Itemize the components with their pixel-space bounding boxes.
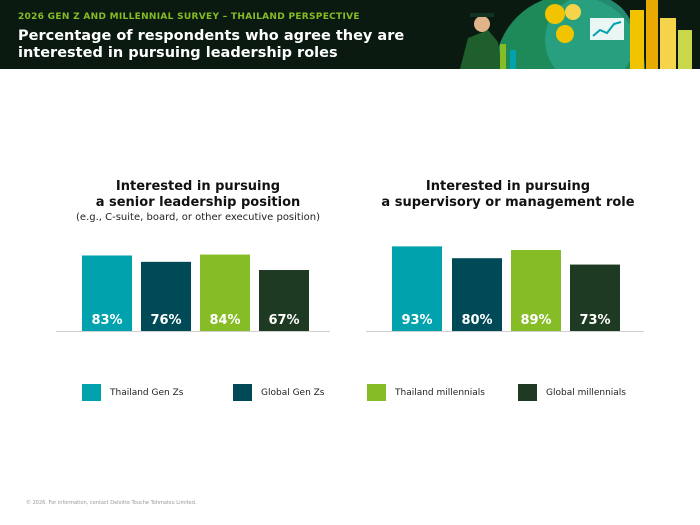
- chart-1-bar-2: [141, 261, 191, 331]
- chart-1-subtitle: (e.g., C-suite, board, or other executiv…: [76, 212, 320, 223]
- chart-1-value-label-1: 83%: [91, 313, 122, 328]
- chart-2-value-label-3: 89%: [520, 313, 551, 328]
- legend-label: Thailand Gen Zs: [110, 387, 184, 398]
- footer-copyright: © 2026. For information, contact Deloitt…: [26, 500, 197, 506]
- chart-2-title: Interested in pursuing a supervisory or …: [358, 179, 658, 211]
- chart-1-bar-3: [200, 254, 250, 331]
- legend-item-global-millennials: Global millennials: [518, 384, 626, 401]
- chart-2-bar-4: [570, 264, 620, 331]
- chart-2-title-line-2: a supervisory or management role: [381, 195, 635, 210]
- chart-2-value-label-2: 80%: [461, 313, 492, 328]
- chart-1-title-line-2: a senior leadership position: [95, 195, 301, 210]
- legend-item-thailand-gen-z: Thailand Gen Zs: [82, 384, 183, 401]
- chart-1-title: Interested in pursuing a senior leadersh…: [48, 179, 348, 211]
- legend-swatch: [518, 384, 537, 401]
- chart-1-value-label-3: 84%: [209, 313, 240, 328]
- page-title: Percentage of respondents who agree they…: [18, 28, 405, 61]
- chart-2-bar-1: [392, 246, 442, 331]
- legend-label: Global millennials: [546, 387, 626, 398]
- chart-1-bar-4: [259, 270, 309, 331]
- chart-2-bar-2: [452, 258, 502, 331]
- legend-swatch: [233, 384, 252, 401]
- legend-swatch: [82, 384, 101, 401]
- legend-item-global-gen-z: Global Gen Zs: [233, 384, 325, 401]
- chart-2-title-line-1: Interested in pursuing: [425, 179, 591, 194]
- chart-2-bar-3: [511, 250, 561, 331]
- chart-1-bar-1: [82, 255, 132, 331]
- header-banner: 2026 GEN Z AND MILLENNIAL SURVEY – THAIL…: [0, 0, 700, 69]
- legend-label: Global Gen Zs: [261, 387, 325, 398]
- chart-1-value-label-2: 76%: [150, 313, 181, 328]
- chart-1-title-line-1: Interested in pursuing: [115, 179, 281, 194]
- header-illustration: [460, 0, 692, 69]
- legend-label: Thailand millennials: [395, 387, 485, 398]
- chart-2-value-label-4: 73%: [579, 313, 610, 328]
- chart-1-value-label-4: 67%: [268, 313, 299, 328]
- legend-item-thailand-millennials: Thailand millennials: [367, 384, 485, 401]
- chart-2-value-label-1: 93%: [401, 313, 432, 328]
- survey-kicker: 2026 GEN Z AND MILLENNIAL SURVEY – THAIL…: [18, 12, 360, 22]
- legend-swatch: [367, 384, 386, 401]
